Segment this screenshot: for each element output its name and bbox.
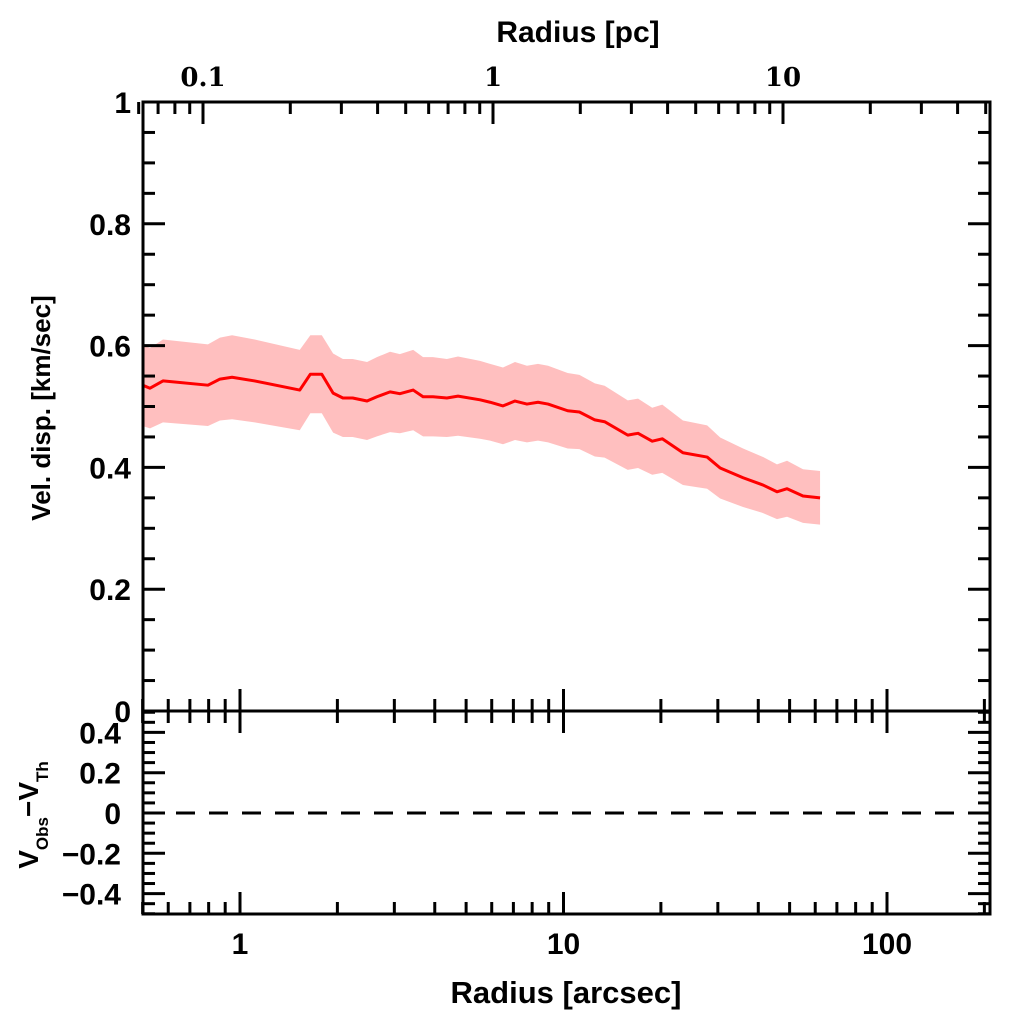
y-tick-label: 0.2: [89, 574, 131, 607]
y-tick-label: 1: [114, 87, 131, 120]
y-tick-label: 0.8: [89, 209, 131, 242]
x-tick-label-bottom: 1: [232, 928, 249, 961]
x-tick-label-bottom: 100: [862, 928, 912, 961]
top-x-axis-title: Radius [pc]: [496, 16, 659, 49]
y-tick-label-bottom: 0.2: [79, 758, 121, 791]
y-tick-label-bottom: 0.4: [79, 717, 121, 750]
y-tick-label: 0.6: [89, 331, 131, 364]
y-tick-label-bottom: −0.4: [62, 879, 122, 912]
x-tick-label-top: 10: [765, 63, 801, 93]
error-band: [142, 335, 821, 525]
top-y-axis-title: Vel. disp. [km/sec]: [26, 295, 56, 520]
x-tick-label-top: 1: [484, 63, 502, 93]
y-tick-label: 0.4: [89, 452, 131, 485]
dispersion-line: [142, 372, 821, 500]
y-tick-label: 0: [114, 696, 131, 729]
bottom-y-axis-title: VObs−VTh: [13, 761, 52, 869]
x-tick-label-top: 0.1: [180, 63, 225, 93]
y-tick-label-bottom: −0.2: [62, 838, 121, 871]
bottom-panel-frame: [141, 709, 992, 916]
bottom-x-axis-title: Radius [arcsec]: [451, 975, 682, 1010]
y-tick-label-bottom: 0: [104, 798, 121, 831]
x-tick-label-bottom: 10: [547, 928, 580, 961]
